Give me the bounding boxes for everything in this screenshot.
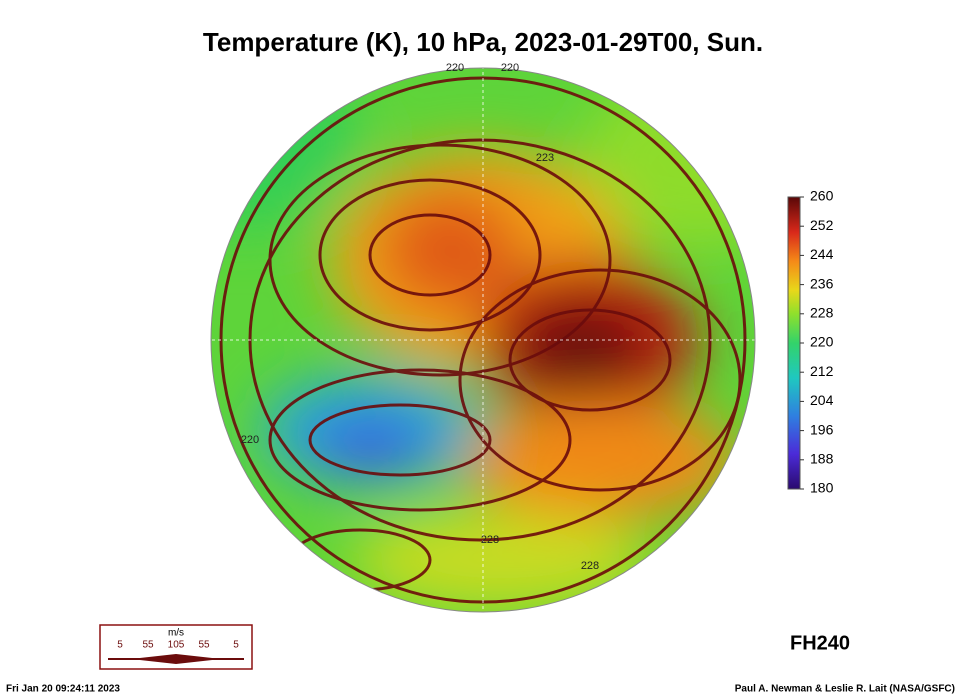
colorbar-tick-label: 180 bbox=[810, 480, 834, 496]
colorbar-tick-label: 244 bbox=[810, 246, 834, 262]
contour-label: 228 bbox=[481, 534, 499, 546]
colorbar-tick-label: 188 bbox=[810, 451, 834, 467]
contour-label: 223 bbox=[536, 152, 554, 164]
contour-label: 228 bbox=[581, 560, 599, 572]
colorbar-tick-label: 252 bbox=[810, 217, 834, 233]
forecast-hour: FH240 bbox=[790, 632, 850, 654]
colorbar-tick-label: 204 bbox=[810, 392, 834, 408]
colorbar-tick-label: 196 bbox=[810, 421, 834, 437]
wind-label: 5 bbox=[233, 640, 239, 651]
colorbar-tick-label: 236 bbox=[810, 275, 834, 291]
timestamp: Fri Jan 20 09:24:11 2023 bbox=[6, 684, 120, 695]
wind-label: 55 bbox=[142, 640, 154, 651]
contour-label: 220 bbox=[241, 434, 259, 446]
contour-label: 220 bbox=[446, 62, 464, 74]
temperature-map bbox=[211, 68, 755, 612]
wind-legend-box bbox=[99, 624, 253, 670]
colorbar-tick-label: 220 bbox=[810, 334, 834, 350]
colorbar-tick-label: 212 bbox=[810, 363, 834, 379]
title: Temperature (K), 10 hPa, 2023-01-29T00, … bbox=[203, 27, 763, 57]
colorbar-tick-label: 228 bbox=[810, 305, 834, 321]
wind-label: 55 bbox=[198, 640, 210, 651]
colorbar bbox=[787, 196, 801, 490]
contour-label: 220 bbox=[501, 62, 519, 74]
wind-label: 105 bbox=[168, 640, 185, 651]
credit: Paul A. Newman & Leslie R. Lait (NASA/GS… bbox=[735, 684, 955, 695]
wind-unit: m/s bbox=[168, 628, 184, 639]
wind-label: 5 bbox=[117, 640, 123, 651]
colorbar-tick-label: 260 bbox=[810, 188, 834, 204]
wind-arrow bbox=[108, 653, 244, 665]
